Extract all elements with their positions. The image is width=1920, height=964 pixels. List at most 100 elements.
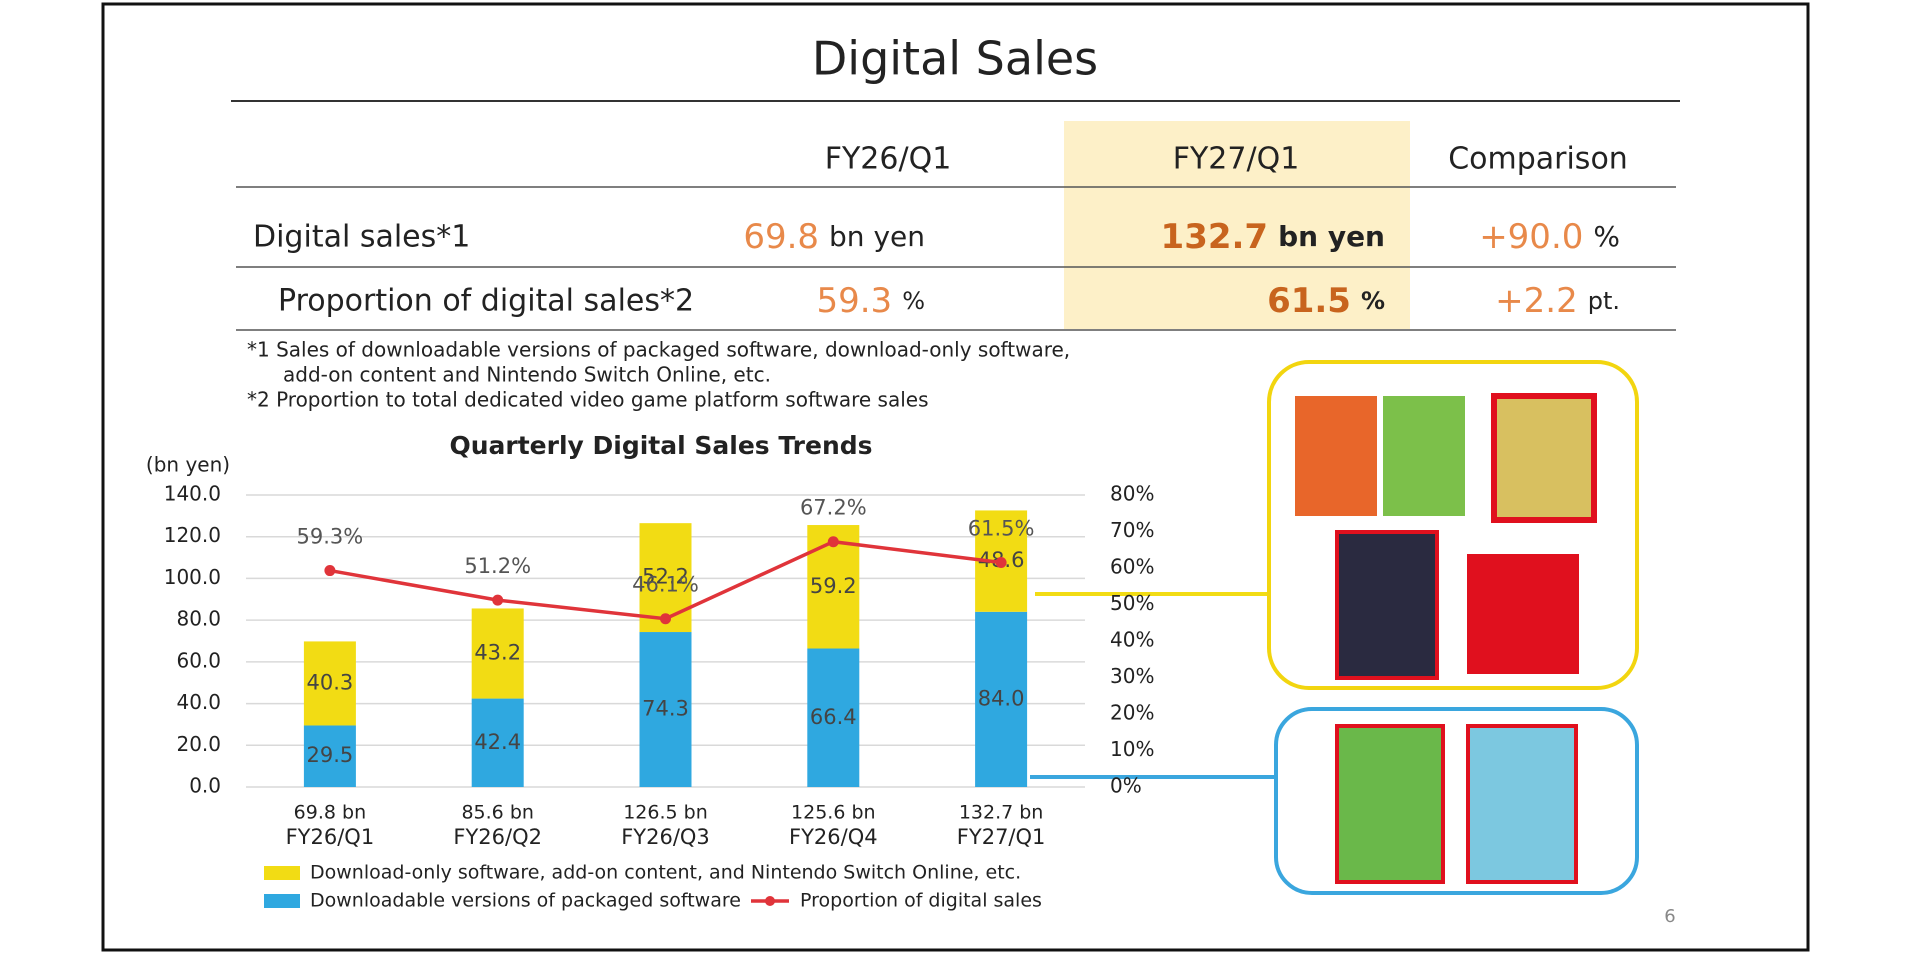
product-box (1491, 393, 1597, 523)
data-label: 61.5% (968, 517, 1035, 541)
table-header: Comparison (1448, 142, 1628, 177)
line-marker (324, 565, 336, 577)
page-number: 6 (1664, 906, 1675, 927)
data-label: 59.3% (297, 525, 364, 549)
line-marker (492, 594, 504, 606)
table-cell: 59.3% (816, 281, 925, 321)
line-marker (660, 613, 671, 625)
x-tick-label: FY26/Q1 (286, 825, 375, 849)
data-label: 59.2 (810, 574, 857, 598)
x-tick-label: FY26/Q4 (789, 825, 878, 849)
bar-segment (807, 648, 860, 787)
y2-tick-label: 30% (1110, 664, 1154, 688)
legend-label: Proportion of digital sales (800, 890, 1042, 912)
y-tick-label: 100.0 (164, 565, 221, 589)
data-label: 51.2% (464, 554, 531, 578)
legend-label: Download-only software, add-on content, … (310, 862, 1021, 884)
y2-tick-label: 40% (1110, 628, 1154, 652)
data-label: 42.4 (474, 730, 521, 754)
bar-segment (975, 611, 1028, 787)
x-tick-total: 85.6 bn (461, 802, 533, 824)
cell-unit: bn yen (829, 220, 925, 253)
x-tick-label: FY26/Q2 (453, 825, 542, 849)
cell-value: 69.8 (743, 217, 819, 257)
y-tick-label: 0.0 (189, 774, 221, 798)
product-box (1295, 396, 1377, 516)
table-cell: +90.0% (1479, 217, 1620, 257)
legend-swatch (765, 896, 775, 906)
highlight-column (1064, 121, 1410, 329)
y2-tick-label: 10% (1110, 737, 1154, 761)
data-label: 52.2 (642, 565, 689, 589)
product-panel (1274, 707, 1639, 895)
row-label: Digital sales*1 (253, 220, 470, 255)
data-label: 67.2% (800, 496, 867, 520)
y2-tick-label: 70% (1110, 518, 1154, 542)
cell-unit: % (902, 287, 925, 315)
product-box (1335, 530, 1439, 680)
cell-unit: bn yen (1278, 220, 1385, 253)
bar-segment (471, 698, 524, 787)
legend-label: Downloadable versions of packaged softwa… (310, 890, 741, 912)
legend-swatch (264, 894, 300, 908)
slide-frame (101, 2, 1810, 952)
table-header: FY26/Q1 (825, 142, 952, 177)
legend-swatch (264, 866, 300, 880)
x-tick-label: FY26/Q3 (621, 825, 710, 849)
cell-value: +90.0 (1479, 217, 1583, 257)
cell-value: 61.5 (1267, 281, 1351, 321)
product-box (1335, 724, 1445, 884)
y-tick-label: 120.0 (164, 523, 221, 547)
bar-segment (639, 632, 692, 787)
product-box (1466, 724, 1578, 884)
cell-unit: % (1361, 287, 1385, 315)
bar-segment (471, 608, 524, 699)
cell-value: 132.7 (1161, 217, 1269, 257)
data-label: 29.5 (307, 743, 354, 767)
y-tick-label: 80.0 (176, 607, 221, 631)
y-tick-label: 60.0 (176, 648, 221, 672)
y2-tick-label: 60% (1110, 555, 1154, 579)
data-label: 43.2 (474, 641, 521, 665)
note: *1 Sales of downloadable versions of pac… (247, 338, 1070, 362)
data-label: 40.3 (307, 670, 354, 694)
line-marker (827, 536, 839, 548)
bar-segment (303, 641, 356, 726)
x-tick-total: 126.5 bn (623, 802, 708, 824)
cell-value: 59.3 (816, 281, 892, 321)
x-tick-total: 69.8 bn (294, 802, 366, 824)
bar-segment (303, 725, 356, 787)
slide-title: Digital Sales (812, 32, 1098, 86)
table-cell: 132.7 bn yen (1161, 217, 1385, 257)
product-box (1383, 396, 1465, 516)
note: *2 Proportion to total dedicated video g… (247, 388, 928, 412)
y2-tick-label: 80% (1110, 482, 1154, 506)
table-header: FY27/Q1 (1173, 142, 1300, 177)
y-tick-label: 40.0 (176, 690, 221, 714)
y-axis-label: (bn yen) (146, 453, 230, 477)
table-cell: 61.5% (1267, 281, 1385, 321)
row-label: Proportion of digital sales*2 (278, 284, 694, 319)
cell-unit: pt. (1588, 287, 1620, 315)
data-label: 74.3 (642, 697, 689, 721)
data-label: 66.4 (810, 705, 857, 729)
y2-tick-label: 0% (1110, 774, 1142, 798)
table-cell: +2.2 pt. (1495, 281, 1620, 321)
x-tick-label: FY27/Q1 (957, 825, 1046, 849)
y-tick-label: 20.0 (176, 732, 221, 756)
y2-tick-label: 50% (1110, 591, 1154, 615)
product-box (1467, 554, 1579, 674)
cell-value: +2.2 (1495, 281, 1578, 321)
x-tick-total: 132.7 bn (959, 802, 1044, 824)
line-marker (995, 557, 1007, 569)
y2-tick-label: 20% (1110, 701, 1154, 725)
cell-unit: % (1593, 220, 1620, 253)
table-cell: 69.8 bn yen (743, 217, 925, 257)
data-label: 84.0 (978, 686, 1025, 710)
data-label: 46.1% (632, 573, 699, 597)
chart-title: Quarterly Digital Sales Trends (449, 431, 872, 460)
note: add-on content and Nintendo Switch Onlin… (283, 363, 771, 387)
y-tick-label: 140.0 (164, 482, 221, 506)
x-tick-total: 125.6 bn (791, 802, 876, 824)
